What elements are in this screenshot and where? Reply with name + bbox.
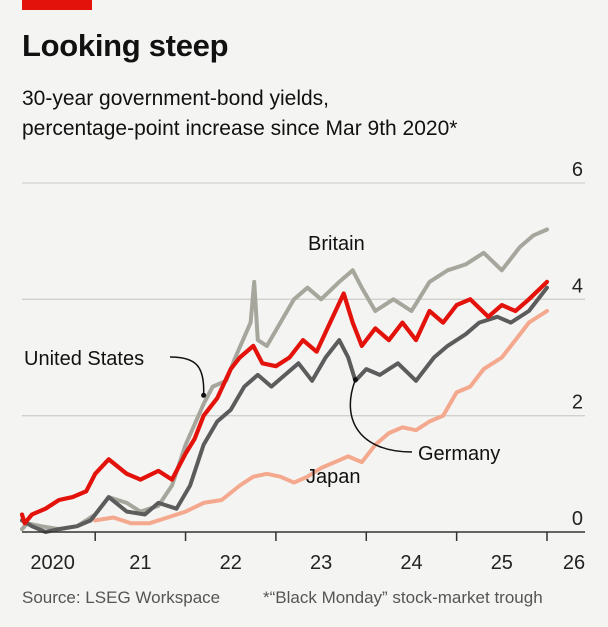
subtitle-line-1: 30-year government-bond yields, bbox=[22, 87, 330, 110]
subtitle-line-2: percentage-point increase since Mar 9th … bbox=[22, 117, 458, 140]
series-line-germany bbox=[20, 285, 549, 534]
brand-red-bar bbox=[22, 0, 92, 10]
y-tick-label: 6 bbox=[572, 159, 583, 181]
x-tick-label: 23 bbox=[310, 552, 332, 574]
y-tick-label: 4 bbox=[572, 275, 583, 297]
y-tick-label: 2 bbox=[572, 392, 583, 414]
source-note: Source: LSEG Workspace bbox=[22, 588, 221, 607]
x-tick-label: 25 bbox=[491, 552, 513, 574]
leader-germany bbox=[349, 379, 413, 453]
series-line-britain bbox=[20, 227, 549, 532]
series-label-japan: Japan bbox=[306, 466, 361, 488]
chart-subtitle: 30-year government-bond yields, percenta… bbox=[22, 84, 457, 144]
x-tick-label: 2020 bbox=[30, 552, 75, 574]
x-tick-label: 22 bbox=[220, 552, 242, 574]
y-tick-label: 0 bbox=[572, 508, 583, 530]
x-tick-label: 26 bbox=[563, 552, 585, 574]
series-label-united-states: United States bbox=[24, 348, 144, 370]
series-line-united-states bbox=[19, 279, 550, 526]
series-line-japan bbox=[93, 309, 549, 526]
chart-title: Looking steep bbox=[22, 28, 229, 63]
series-label-germany: Germany bbox=[418, 443, 500, 465]
series-label-britain: Britain bbox=[308, 233, 365, 255]
leader-dot-germany bbox=[352, 377, 358, 383]
x-tick-label: 24 bbox=[400, 552, 422, 574]
leader-united-states bbox=[169, 356, 205, 396]
leader-dot-united-states bbox=[201, 392, 207, 398]
footnote: *“Black Monday” stock-market trough bbox=[263, 588, 543, 607]
x-tick-label: 21 bbox=[129, 552, 151, 574]
